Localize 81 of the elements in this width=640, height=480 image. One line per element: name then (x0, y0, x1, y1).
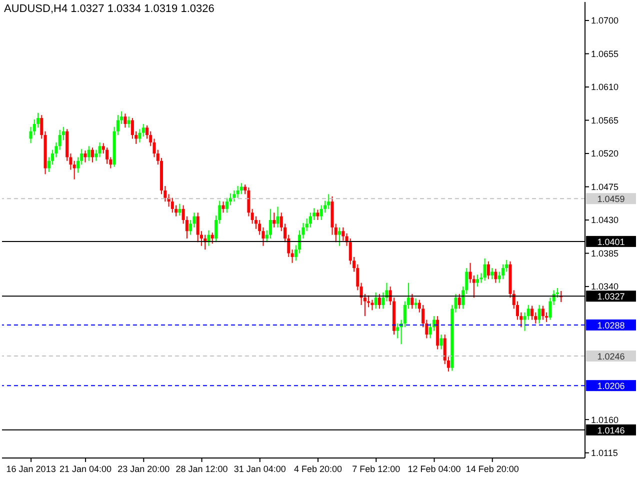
ref-line-label: 1.0327 (597, 292, 625, 302)
candlestick (526, 304, 530, 320)
candlestick (316, 209, 320, 221)
x-tick-label: 16 Jan 2013 (6, 464, 56, 474)
candlestick (94, 149, 98, 162)
y-tick-label: 1.0700 (591, 16, 619, 26)
candlestick (142, 123, 145, 138)
candlestick (276, 206, 280, 228)
candlestick (127, 116, 130, 128)
y-tick-label: 1.0655 (591, 48, 619, 59)
ref-line-label: 1.0246 (597, 352, 625, 362)
candlestick (374, 292, 378, 310)
y-tick-label: 1.0115 (591, 448, 618, 458)
y-tick-label: 1.0610 (591, 82, 619, 92)
y-tick-label: 1.0475 (591, 182, 619, 192)
candlestick (222, 201, 225, 214)
candlestick (538, 304, 541, 324)
candlestick (486, 260, 490, 280)
candlestick (138, 128, 142, 143)
candlestick (196, 212, 200, 243)
x-tick-label: 21 Jan 04:00 (60, 464, 112, 474)
candlestick (523, 312, 526, 332)
candlestick (272, 212, 276, 228)
candlestick (338, 226, 341, 246)
candlestick (440, 334, 443, 350)
y-tick-label: 1.0385 (591, 248, 619, 258)
candlestick (90, 147, 94, 163)
y-tick-label: 1.0565 (591, 115, 619, 126)
candlestick (490, 268, 494, 280)
x-tick-label: 31 Jan 04:00 (234, 464, 286, 474)
candlestick (541, 305, 544, 320)
candlestick (106, 147, 109, 164)
candlestick (483, 258, 486, 282)
candlestick (342, 226, 345, 242)
candlestick (494, 268, 498, 284)
x-tick-label: 7 Feb 12:00 (352, 464, 400, 474)
ref-line-label: 1.0288 (597, 320, 625, 330)
candlestick (236, 186, 240, 198)
candlestick (458, 293, 461, 310)
candlestick (247, 187, 250, 217)
candlestick (334, 223, 338, 243)
candlestick (240, 182, 243, 195)
y-tick-label: 1.0160 (591, 414, 619, 425)
candlestick (320, 204, 323, 221)
ref-line-label: 1.0401 (597, 236, 625, 247)
candlestick (480, 272, 483, 284)
candlestick (170, 197, 174, 214)
y-tick-label: 1.0520 (591, 148, 619, 159)
candlestick (327, 194, 330, 210)
x-tick-label: 12 Feb 04:00 (408, 464, 461, 474)
candlestick (210, 232, 214, 244)
candlestick (548, 297, 552, 320)
y-tick-label: 1.0430 (591, 215, 619, 226)
candlestick (124, 113, 127, 128)
candlestick (501, 264, 504, 280)
x-tick-label: 4 Feb 20:00 (294, 464, 342, 474)
ref-line-label: 1.0206 (597, 381, 625, 392)
candlestick (225, 197, 228, 214)
x-tick-label: 23 Jan 20:00 (118, 464, 170, 474)
candlestick (476, 274, 480, 288)
candlestick (98, 142, 102, 158)
ref-line-label: 1.0146 (597, 425, 625, 436)
candlestick (87, 146, 90, 162)
chart-title: AUDUSD,H4 1.0327 1.0334 1.0319 1.0326 (4, 3, 214, 15)
candlestick (40, 114, 44, 140)
candlestick (378, 293, 381, 310)
candlestick (72, 160, 76, 180)
candlestick (232, 190, 236, 202)
candlestick (84, 150, 87, 163)
x-tick-label: 14 Feb 20:00 (466, 464, 519, 474)
ref-line-label: 1.0459 (597, 194, 625, 204)
y-tick-label: 1.0340 (591, 282, 619, 292)
candlestick (308, 212, 312, 228)
candlestick (410, 293, 414, 310)
candlestick (530, 305, 534, 320)
candlestick (58, 129, 62, 150)
candlestick (29, 126, 32, 144)
candlestick (290, 249, 294, 264)
candlestick (268, 208, 272, 239)
candlestick (178, 203, 182, 216)
x-tick-label: 28 Jan 12:00 (176, 464, 228, 474)
